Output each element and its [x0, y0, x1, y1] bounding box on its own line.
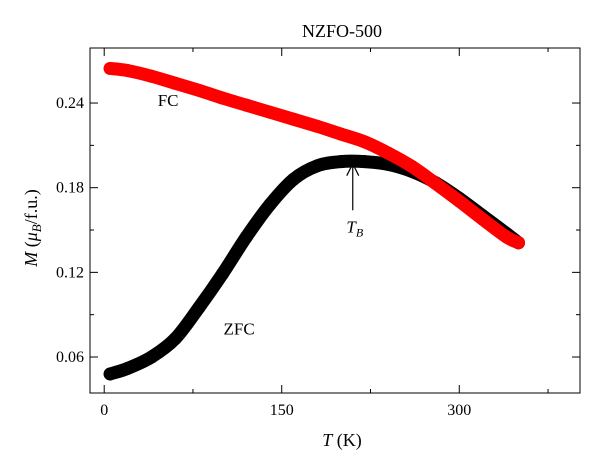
data-point-fc: [452, 194, 466, 208]
data-point-fc: [358, 135, 372, 149]
y-axis-mu: μ: [21, 232, 41, 242]
data-point-zfc: [287, 172, 301, 186]
data-point-zfc: [239, 230, 253, 244]
y-axis-mu-subscript: B: [29, 224, 44, 232]
data-point-fc: [381, 146, 395, 160]
chart-title: NZFO-500: [302, 21, 382, 41]
y-tick-label: 0.12: [56, 264, 84, 281]
plot-frame: [89, 47, 581, 394]
data-point-zfc: [310, 159, 324, 173]
tb-annotation-label: TB: [346, 217, 363, 239]
data-point-fc: [429, 176, 443, 190]
data-point-zfc: [358, 155, 372, 169]
data-point-fc: [287, 112, 301, 126]
y-tick-label: 0.24: [56, 95, 84, 112]
data-point-fc: [405, 160, 419, 174]
data-point-fc: [263, 105, 277, 119]
x-axis-symbol: T: [322, 430, 334, 450]
data-point-fc: [192, 83, 206, 97]
data-point-zfc: [216, 267, 230, 281]
x-tick-label: 0: [100, 402, 108, 419]
x-tick-label: 150: [270, 402, 294, 419]
x-tick-label: 300: [447, 402, 471, 419]
data-point-zfc: [103, 367, 117, 381]
y-axis-unit-close: /f.u.): [21, 189, 42, 224]
data-point-zfc: [145, 350, 159, 364]
data-point-fc: [310, 119, 324, 133]
data-point-zfc: [168, 332, 182, 346]
tb-arrow-head: [346, 162, 360, 176]
data-point-fc: [511, 236, 525, 250]
y-axis-unit-open: (: [21, 241, 42, 252]
x-axis-unit: (K): [332, 430, 362, 451]
data-point-fc: [121, 64, 135, 78]
y-tick-label: 0.18: [56, 180, 84, 197]
data-point-fc: [145, 69, 159, 83]
data-point-zfc: [121, 361, 135, 375]
data-point-zfc: [192, 301, 206, 315]
data-point-fc: [239, 98, 253, 112]
series-label-fc: FC: [158, 91, 179, 110]
data-point-zfc: [334, 155, 348, 169]
data-point-fc: [216, 91, 230, 105]
series-label-zfc: ZFC: [224, 319, 255, 338]
data-point-fc: [168, 76, 182, 90]
data-point-fc: [334, 127, 348, 141]
tb-annotation-sub: B: [356, 225, 364, 239]
y-axis-title: M (μB/f.u.): [21, 189, 44, 268]
tb-annotation-main: T: [346, 217, 357, 236]
data-point-fc: [476, 212, 490, 226]
data-point-zfc: [263, 198, 277, 212]
data-point-fc: [103, 61, 117, 75]
data-point-fc: [500, 230, 514, 244]
y-tick-label: 0.06: [56, 349, 84, 366]
x-axis-title: T (K): [322, 430, 362, 451]
y-axis-symbol: M: [21, 251, 41, 268]
